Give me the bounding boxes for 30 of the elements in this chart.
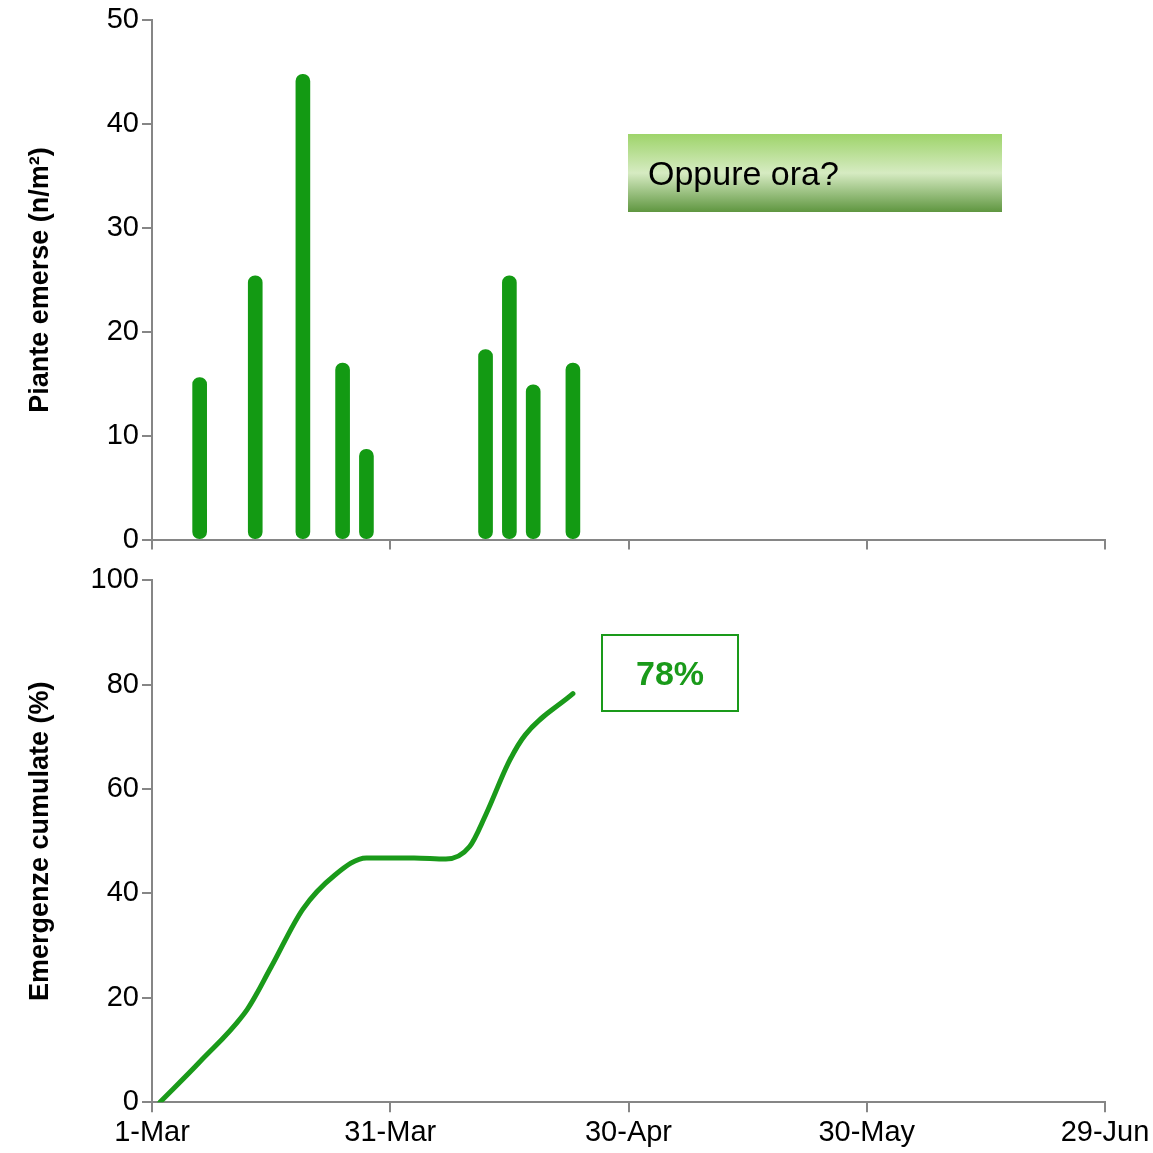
y-tick-label: 80: [106, 666, 139, 699]
bar: [502, 275, 517, 539]
x-tick-label: 30-Apr: [584, 1114, 673, 1147]
y-tick-label: 0: [122, 1084, 139, 1117]
bar: [335, 362, 350, 539]
y-tick-label: 20: [106, 979, 139, 1012]
callout-box: 78%: [601, 634, 739, 712]
y-tick-label: 40: [106, 875, 139, 908]
y-tick-label: 10: [106, 417, 139, 450]
y-axis-title: Piante emerse (n/m²): [23, 147, 54, 413]
y-axis-title: Emergenze cumulate (%): [23, 681, 54, 1002]
bar: [295, 74, 311, 539]
x-tick-label: 31-Mar: [344, 1114, 437, 1147]
bar: [525, 384, 541, 539]
bar: [359, 448, 374, 539]
x-tick-label: 29-Jun: [1060, 1114, 1150, 1147]
x-tick-label: 1-Mar: [114, 1114, 191, 1147]
y-tick-label: 0: [122, 521, 139, 554]
bar: [478, 349, 493, 539]
bar: [565, 362, 581, 539]
y-tick-label: 50: [106, 2, 139, 35]
y-tick-label: 40: [106, 106, 139, 139]
y-tick-label: 60: [106, 771, 139, 804]
y-tick-label: 100: [90, 562, 139, 595]
callout-box: Oppure ora?: [628, 134, 1002, 212]
y-tick-label: 30: [106, 210, 139, 243]
x-tick-label: 30-May: [818, 1114, 916, 1147]
bar: [247, 275, 263, 539]
y-tick-label: 20: [106, 313, 139, 346]
bar: [192, 377, 207, 539]
